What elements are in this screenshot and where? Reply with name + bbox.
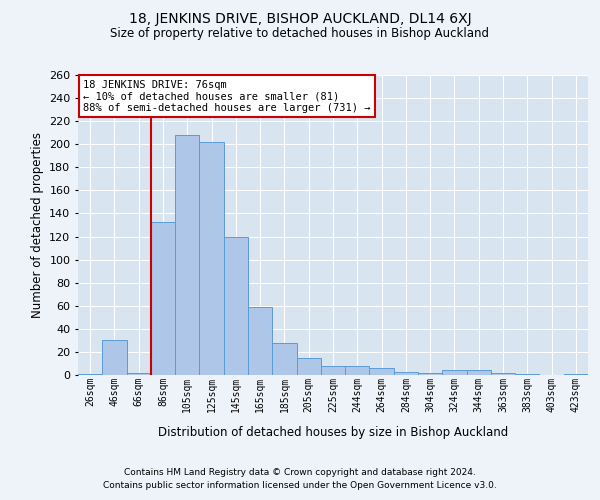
Bar: [199, 142, 224, 375]
Text: Contains HM Land Registry data © Crown copyright and database right 2024.: Contains HM Land Registry data © Crown c…: [124, 468, 476, 477]
Bar: [370, 368, 394, 375]
Bar: [272, 342, 296, 375]
Bar: [175, 135, 199, 375]
Bar: [515, 374, 539, 375]
Bar: [564, 374, 588, 375]
Bar: [127, 372, 151, 375]
Bar: [394, 372, 418, 375]
Bar: [442, 370, 467, 375]
Text: Contains public sector information licensed under the Open Government Licence v3: Contains public sector information licen…: [103, 480, 497, 490]
Text: Distribution of detached houses by size in Bishop Auckland: Distribution of detached houses by size …: [158, 426, 508, 439]
Bar: [224, 236, 248, 375]
Bar: [467, 370, 491, 375]
Text: 18, JENKINS DRIVE, BISHOP AUCKLAND, DL14 6XJ: 18, JENKINS DRIVE, BISHOP AUCKLAND, DL14…: [128, 12, 472, 26]
Text: 18 JENKINS DRIVE: 76sqm
← 10% of detached houses are smaller (81)
88% of semi-de: 18 JENKINS DRIVE: 76sqm ← 10% of detache…: [83, 80, 371, 112]
Bar: [102, 340, 127, 375]
Text: Size of property relative to detached houses in Bishop Auckland: Size of property relative to detached ho…: [110, 28, 490, 40]
Bar: [345, 366, 370, 375]
Bar: [78, 374, 102, 375]
Bar: [491, 372, 515, 375]
Bar: [418, 372, 442, 375]
Bar: [321, 366, 345, 375]
Y-axis label: Number of detached properties: Number of detached properties: [31, 132, 44, 318]
Bar: [296, 358, 321, 375]
Bar: [248, 307, 272, 375]
Bar: [151, 222, 175, 375]
